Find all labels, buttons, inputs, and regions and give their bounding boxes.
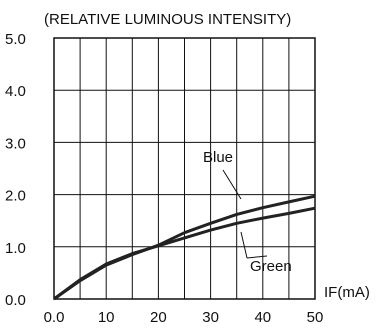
x-tick-label: 40 xyxy=(254,309,271,326)
y-tick-label: 3.0 xyxy=(5,135,26,152)
x-tick-label: 0.0 xyxy=(44,309,65,326)
leader-line-green xyxy=(246,255,268,259)
y-tick-label: 4.0 xyxy=(5,83,26,100)
x-tick-labels: 0.0 10 20 30 40 50 xyxy=(44,309,324,326)
leader-line-green xyxy=(240,231,248,259)
series-label-green: Green xyxy=(250,258,292,275)
series-annotations: Blue Green xyxy=(203,149,292,275)
series-label-blue: Blue xyxy=(203,149,233,166)
leader-line-blue xyxy=(222,169,242,200)
x-tick-label: 30 xyxy=(202,309,219,326)
y-tick-label: 0.0 xyxy=(5,292,26,309)
x-tick-label: 10 xyxy=(98,309,115,326)
y-tick-label: 5.0 xyxy=(5,31,26,48)
x-tick-label: 50 xyxy=(307,309,324,326)
series-lines xyxy=(53,194,316,301)
y-tick-label: 2.0 xyxy=(5,188,26,205)
chart-title: (RELATIVE LUMINOUS INTENSITY) xyxy=(44,11,291,28)
x-tick-label: 20 xyxy=(150,309,167,326)
y-tick-labels: 0.0 1.0 2.0 3.0 4.0 5.0 xyxy=(5,31,26,309)
series-line-green xyxy=(53,206,316,301)
x-axis-label: IF(mA) xyxy=(324,284,370,301)
y-tick-label: 1.0 xyxy=(5,240,26,257)
grid xyxy=(54,38,315,299)
plot-frame xyxy=(53,37,316,300)
